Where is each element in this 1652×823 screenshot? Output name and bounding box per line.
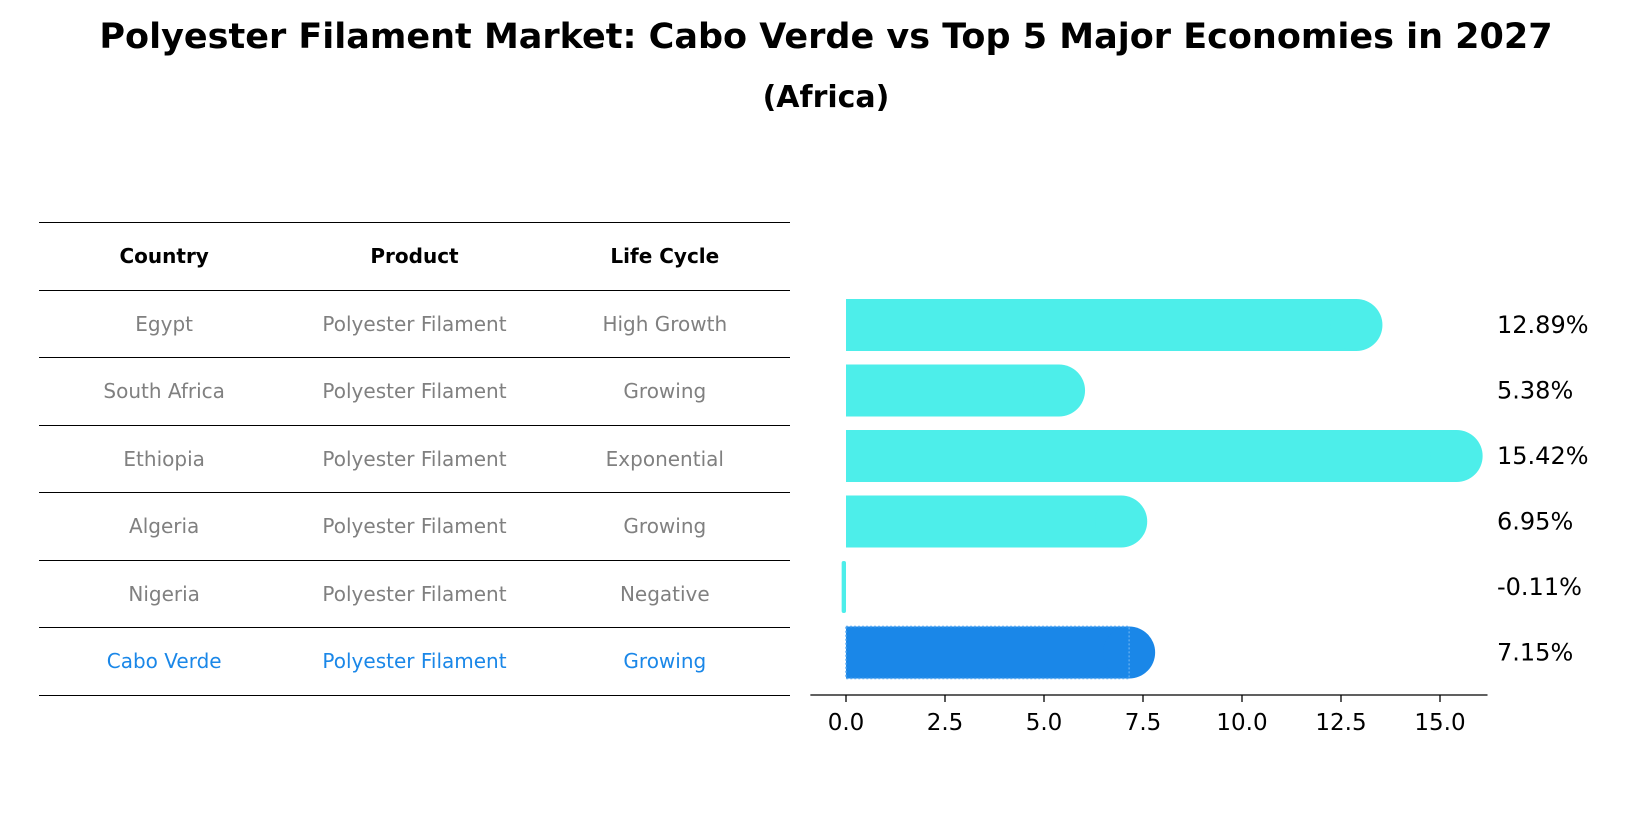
country-cell: Nigeria <box>128 581 200 606</box>
bar-cap <box>1095 495 1148 548</box>
table-row: Egypt Polyester Filament High Growth <box>39 291 790 358</box>
bar-body <box>846 299 1357 351</box>
bar-body <box>846 364 1060 417</box>
value-label: -0.11% <box>1497 573 1582 601</box>
life-cycle-cell: Growing <box>623 379 707 404</box>
product-cell: Polyester Filament <box>322 379 507 404</box>
x-tick-label: 2.5 <box>927 710 964 736</box>
product-cell: Polyester Filament <box>322 311 507 336</box>
product-cell: Polyester Filament <box>322 581 507 606</box>
column-header-product: Product <box>370 244 459 269</box>
x-tick-label: 10.0 <box>1216 710 1267 736</box>
bar-highlighted <box>845 625 1156 680</box>
bar <box>846 495 1148 548</box>
bar-body <box>841 561 846 613</box>
bar <box>841 561 846 613</box>
table-header-row: Country Product Life Cycle <box>39 222 790 291</box>
value-labels: 12.89% 5.38% 15.42% 6.95% -0.11% 7.15% <box>1497 311 1589 667</box>
value-label: 12.89% <box>1497 311 1589 339</box>
value-label: 6.95% <box>1497 508 1573 536</box>
product-cell: Polyester Filament <box>322 649 507 674</box>
bar-body <box>846 430 1457 482</box>
value-label: 7.15% <box>1497 639 1573 667</box>
value-label: 5.38% <box>1497 377 1573 405</box>
x-tick-label: 5.0 <box>1026 710 1063 736</box>
bar <box>846 299 1383 351</box>
bar-body <box>846 495 1122 548</box>
x-tick-label: 12.5 <box>1315 710 1366 736</box>
table-row: Ethiopia Polyester Filament Exponential <box>39 426 790 493</box>
table-row: Algeria Polyester Filament Growing <box>39 493 790 561</box>
life-cycle-cell: High Growth <box>602 311 728 336</box>
life-cycle-cell: Growing <box>623 514 707 539</box>
bar <box>846 430 1483 482</box>
country-cell: Algeria <box>129 514 200 539</box>
x-tick-label: 7.5 <box>1125 710 1162 736</box>
life-cycle-cell: Growing <box>623 649 707 674</box>
chart-title: Polyester Filament Market: Cabo Verde vs… <box>99 17 1553 57</box>
country-cell: Egypt <box>135 311 194 336</box>
country-cell: Ethiopia <box>123 446 205 471</box>
column-header-country: Country <box>119 244 209 269</box>
bar-cap <box>1033 364 1086 417</box>
x-axis-ticks: 0.0 2.5 5.0 7.5 10.0 12.5 15.0 <box>828 695 1466 736</box>
comparison-table: Country Product Life Cycle Egypt Polyest… <box>39 222 790 696</box>
column-header-life-cycle: Life Cycle <box>610 244 720 269</box>
life-cycle-cell: Negative <box>619 581 710 606</box>
table-row-highlighted: Cabo Verde Polyester Filament Growing <box>39 628 790 696</box>
value-label: 15.42% <box>1497 442 1589 470</box>
life-cycle-cell: Exponential <box>605 446 724 471</box>
country-cell: South Africa <box>103 379 225 404</box>
x-tick-label: 15.0 <box>1414 710 1465 736</box>
bar <box>846 364 1086 417</box>
country-cell: Cabo Verde <box>106 649 222 674</box>
table-row: Nigeria Polyester Filament Negative <box>39 561 790 628</box>
bars-layer <box>841 299 1483 680</box>
bar-cap <box>1430 430 1483 482</box>
table-row: South Africa Polyester Filament Growing <box>39 358 790 426</box>
chart-subtitle: (Africa) <box>762 80 890 115</box>
bar-cap <box>1330 299 1383 351</box>
product-cell: Polyester Filament <box>322 514 507 539</box>
bar-outline <box>845 625 1130 680</box>
x-tick-label: 0.0 <box>828 710 865 736</box>
product-cell: Polyester Filament <box>322 446 507 471</box>
bar-body <box>846 626 1130 679</box>
